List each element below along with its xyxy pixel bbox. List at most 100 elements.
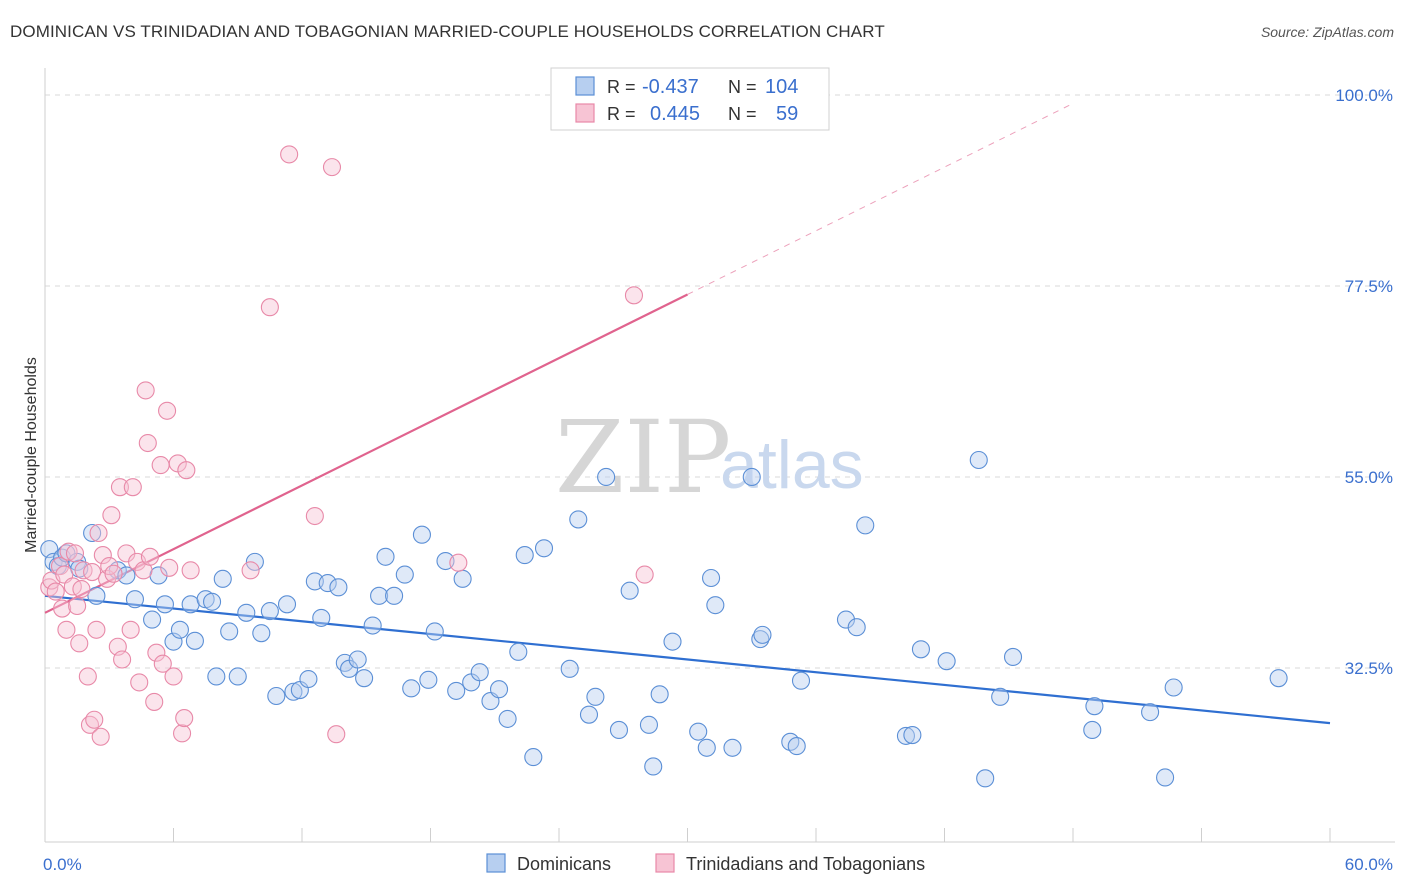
point-trinidadians — [635, 565, 654, 584]
chart-title: DOMINICAN VS TRINIDADIAN AND TOBAGONIAN … — [10, 22, 885, 41]
point-dominicans — [277, 595, 297, 614]
point-trinidadians — [136, 381, 155, 400]
point-dominicans — [185, 631, 204, 650]
point-dominicans — [836, 610, 856, 629]
point-trinidadians — [241, 561, 260, 580]
legend-n-value: 59 — [776, 103, 798, 125]
legend-r-value: 0.445 — [650, 103, 700, 125]
watermark-atlas: atlas — [720, 427, 864, 503]
point-trinidadians — [83, 563, 102, 582]
point-dominicans — [237, 603, 256, 622]
point-dominicans — [220, 622, 239, 641]
point-trinidadians — [164, 667, 183, 686]
point-trinidadians — [102, 506, 121, 525]
point-dominicans — [489, 680, 509, 699]
point-trinidadians — [91, 727, 110, 746]
point-trinidadians — [138, 433, 157, 453]
axes — [44, 68, 1395, 843]
point-dominicans — [348, 650, 367, 669]
point-dominicans — [515, 546, 534, 565]
point-dominicans — [318, 574, 337, 593]
point-dominicans — [213, 569, 232, 588]
point-trinidadians — [57, 620, 76, 639]
point-dominicans — [896, 726, 916, 745]
point-dominicans — [723, 738, 742, 757]
x-tick-label: 60.0% — [1345, 855, 1393, 874]
legend-n-value: 104 — [765, 76, 798, 98]
legend-n-label: N = — [728, 77, 757, 97]
point-trinidadians — [280, 145, 299, 164]
point-dominicans — [370, 586, 389, 605]
point-dominicans — [609, 720, 629, 739]
legend-swatch-trinidadians — [575, 103, 595, 123]
point-dominicans — [650, 685, 669, 704]
point-dominicans — [164, 632, 183, 651]
point-trinidadians — [53, 599, 72, 618]
point-trinidadians — [59, 542, 78, 561]
y-tick-labels: 32.5% 55.0% 77.5% 100.0% — [1335, 86, 1393, 678]
point-dominicans — [376, 547, 395, 566]
point-dominicans — [87, 586, 106, 605]
trend-line-blue — [44, 594, 1331, 725]
point-trinidadians — [85, 710, 104, 729]
point-dominicans — [419, 670, 438, 689]
legend-swatch-dominicans — [575, 76, 595, 96]
bottom-legend-swatch-trinidadians — [655, 853, 675, 873]
point-dominicans — [453, 569, 472, 588]
point-dominicans — [937, 652, 956, 671]
point-dominicans — [534, 539, 554, 558]
point-dominicans — [207, 667, 226, 686]
point-dominicans — [228, 667, 247, 686]
point-trinidadians — [130, 673, 149, 692]
point-dominicans — [976, 769, 995, 788]
point-trinidadians — [87, 620, 106, 639]
point-dominicans — [903, 725, 922, 745]
trend-lines — [44, 103, 1331, 725]
point-trinidadians — [50, 557, 70, 576]
y-tick-label: 32.5% — [1345, 659, 1393, 678]
point-trinidadians — [113, 650, 132, 669]
point-dominicans — [911, 640, 930, 659]
point-dominicans — [312, 608, 331, 627]
point-dominicans — [425, 622, 444, 641]
point-dominicans — [509, 642, 528, 661]
bottom-legend-trinidadians: Trinidadians and Tobagonians — [686, 854, 925, 874]
point-dominicans — [644, 757, 663, 776]
point-trinidadians — [65, 544, 85, 563]
point-trinidadians — [305, 506, 324, 526]
point-dominicans — [620, 581, 639, 600]
point-dominicans — [787, 737, 806, 756]
point-dominicans — [969, 450, 988, 470]
point-dominicans — [706, 596, 725, 615]
point-dominicans — [1141, 703, 1160, 722]
point-dominicans — [791, 671, 811, 690]
point-trinidadians — [104, 564, 123, 583]
point-trinidadians — [158, 401, 177, 420]
point-trinidadians — [160, 558, 179, 577]
point-dominicans — [181, 595, 200, 614]
point-dominicans — [569, 510, 588, 529]
point-dominicans — [267, 686, 286, 706]
point-dominicans — [1085, 697, 1104, 716]
point-trinidadians — [181, 561, 200, 580]
point-trinidadians — [260, 298, 279, 317]
point-dominicans — [697, 738, 716, 757]
grid-lines — [45, 94, 1395, 669]
point-dominicans — [847, 618, 866, 637]
point-dominicans — [245, 552, 264, 571]
point-dominicans — [402, 679, 421, 698]
point-dominicans — [470, 663, 489, 682]
point-trinidadians — [624, 286, 644, 305]
point-dominicans — [753, 625, 772, 644]
point-dominicans — [639, 715, 659, 734]
point-trinidadians — [110, 478, 130, 497]
point-dominicans — [143, 610, 162, 629]
point-dominicans — [355, 669, 374, 688]
watermark-zip: ZIP — [555, 399, 731, 516]
y-tick-label: 100.0% — [1335, 86, 1393, 105]
legend-r-label: R = — [607, 104, 636, 124]
point-trinidadians — [140, 547, 159, 566]
legend-box: R = -0.437 N = 104 R = 0.445 N = 59 — [550, 67, 830, 131]
point-dominicans — [560, 659, 579, 678]
